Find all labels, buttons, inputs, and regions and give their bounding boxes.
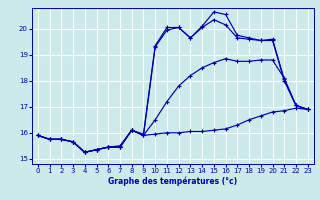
X-axis label: Graphe des températures (°c): Graphe des températures (°c) — [108, 177, 237, 186]
